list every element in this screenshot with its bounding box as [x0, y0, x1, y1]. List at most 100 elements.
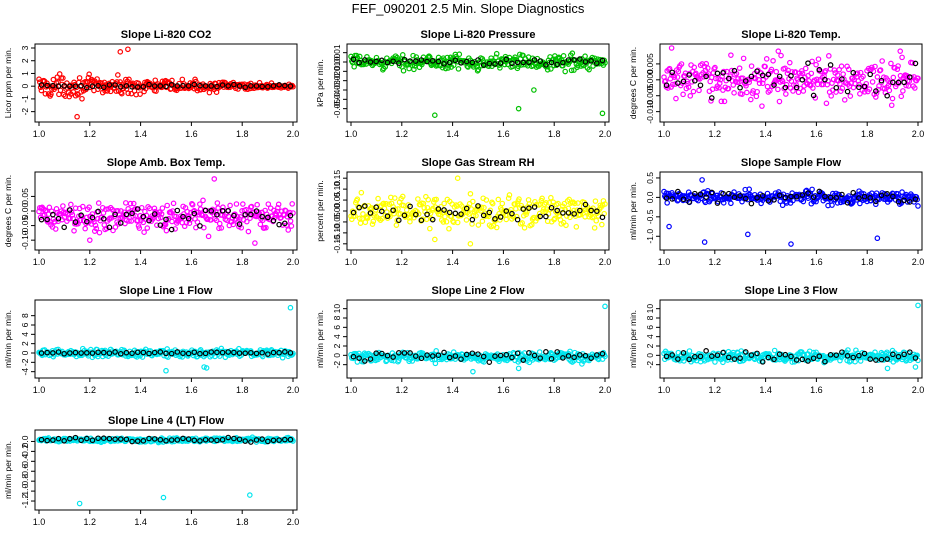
data-point	[837, 81, 843, 87]
data-point	[446, 225, 452, 232]
data-point	[136, 225, 143, 231]
reference-point	[469, 59, 476, 66]
y-tick-label: -0.2	[20, 444, 30, 459]
y-tick-label: 0.00	[20, 202, 30, 219]
data-point	[143, 212, 150, 219]
outlier-point	[699, 177, 705, 183]
y-tick-label: -2	[645, 361, 655, 369]
reference-point	[514, 350, 521, 357]
x-tick-label: 1.6	[497, 257, 510, 267]
data-point	[44, 219, 51, 225]
reference-point	[599, 350, 606, 357]
reference-point	[725, 190, 732, 197]
reference-point	[839, 349, 845, 355]
data-point	[689, 79, 695, 85]
reference-point	[253, 350, 260, 357]
reference-point	[157, 83, 164, 89]
reference-point	[83, 435, 90, 442]
reference-point	[61, 83, 67, 89]
data-point	[666, 65, 673, 72]
data-point	[160, 83, 167, 90]
reference-point	[731, 194, 738, 200]
data-point	[415, 211, 422, 217]
data-point	[497, 217, 503, 223]
reference-point	[509, 354, 515, 361]
reference-point	[265, 83, 271, 90]
data-point	[909, 60, 916, 66]
data-point	[351, 63, 357, 70]
data-point	[92, 222, 99, 229]
reference-point	[231, 435, 237, 442]
outlier-point	[252, 240, 258, 246]
reference-point	[117, 83, 124, 90]
reference-point	[253, 437, 260, 443]
reference-point	[463, 58, 470, 65]
reference-point	[100, 349, 107, 356]
reference-point	[231, 212, 237, 219]
reference-point	[675, 80, 681, 86]
data-point	[79, 95, 85, 102]
reference-point	[390, 207, 396, 214]
data-point	[888, 60, 894, 67]
reference-point	[873, 198, 879, 205]
reference-point	[531, 352, 538, 359]
reference-point	[577, 207, 583, 214]
y-axis-label: Licor ppm per min.	[3, 48, 13, 118]
reference-point	[362, 358, 368, 364]
x-tick-label: 1.2	[396, 385, 409, 395]
data-point	[857, 358, 864, 364]
reference-point	[83, 350, 90, 356]
reference-point	[395, 217, 402, 224]
reference-point	[754, 350, 760, 357]
reference-point	[810, 355, 817, 362]
x-tick-label: 2.0	[599, 129, 612, 139]
reference-point	[548, 59, 555, 66]
x-tick-label: 1.4	[446, 385, 459, 395]
data-point	[456, 51, 463, 58]
reference-point	[708, 189, 715, 196]
y-tick-label: -0.02	[332, 71, 342, 91]
x-tick-label: 1.4	[134, 257, 147, 267]
data-point	[571, 67, 577, 73]
data-point	[536, 349, 543, 355]
data-point	[889, 95, 896, 102]
data-point	[784, 70, 791, 77]
reference-point	[793, 357, 800, 363]
data-point	[130, 213, 136, 219]
x-tick-label: 1.0	[345, 129, 358, 139]
reference-point	[379, 208, 385, 215]
reference-point	[720, 349, 726, 356]
outlier-point	[775, 48, 782, 54]
reference-point	[140, 349, 147, 356]
reference-point	[367, 210, 374, 216]
x-tick-label: 1.0	[345, 257, 358, 267]
y-axis-label: degrees C per min.	[3, 175, 13, 247]
data-point	[847, 93, 854, 99]
data-point	[82, 225, 88, 232]
data-points	[36, 176, 296, 246]
reference-point	[89, 350, 96, 356]
panel-6: Slope Sample Flow 1.0 1.2 1.4 1.6 1.8 2.0 -1.0 -…	[628, 157, 924, 267]
reference-point	[163, 83, 169, 90]
data-point	[672, 81, 678, 87]
reference-point	[514, 216, 521, 223]
reference-point	[384, 59, 391, 66]
reference-point	[708, 353, 715, 359]
reference-point	[680, 196, 687, 203]
reference-point	[497, 352, 504, 359]
reference-point	[72, 219, 79, 225]
data-point	[770, 57, 776, 64]
outlier-point	[76, 500, 83, 507]
data-point	[756, 80, 763, 87]
reference-point	[520, 59, 527, 66]
reference-point	[582, 59, 589, 65]
y-tick-label: -1.0	[645, 229, 655, 244]
reference-point	[675, 356, 681, 362]
reference-point	[463, 205, 470, 212]
x-tick-label: 2.0	[287, 129, 300, 139]
data-point	[214, 200, 221, 206]
data-point	[708, 98, 714, 104]
data-point	[96, 229, 103, 236]
x-tick-label: 1.2	[396, 257, 409, 267]
data-point	[687, 93, 694, 99]
